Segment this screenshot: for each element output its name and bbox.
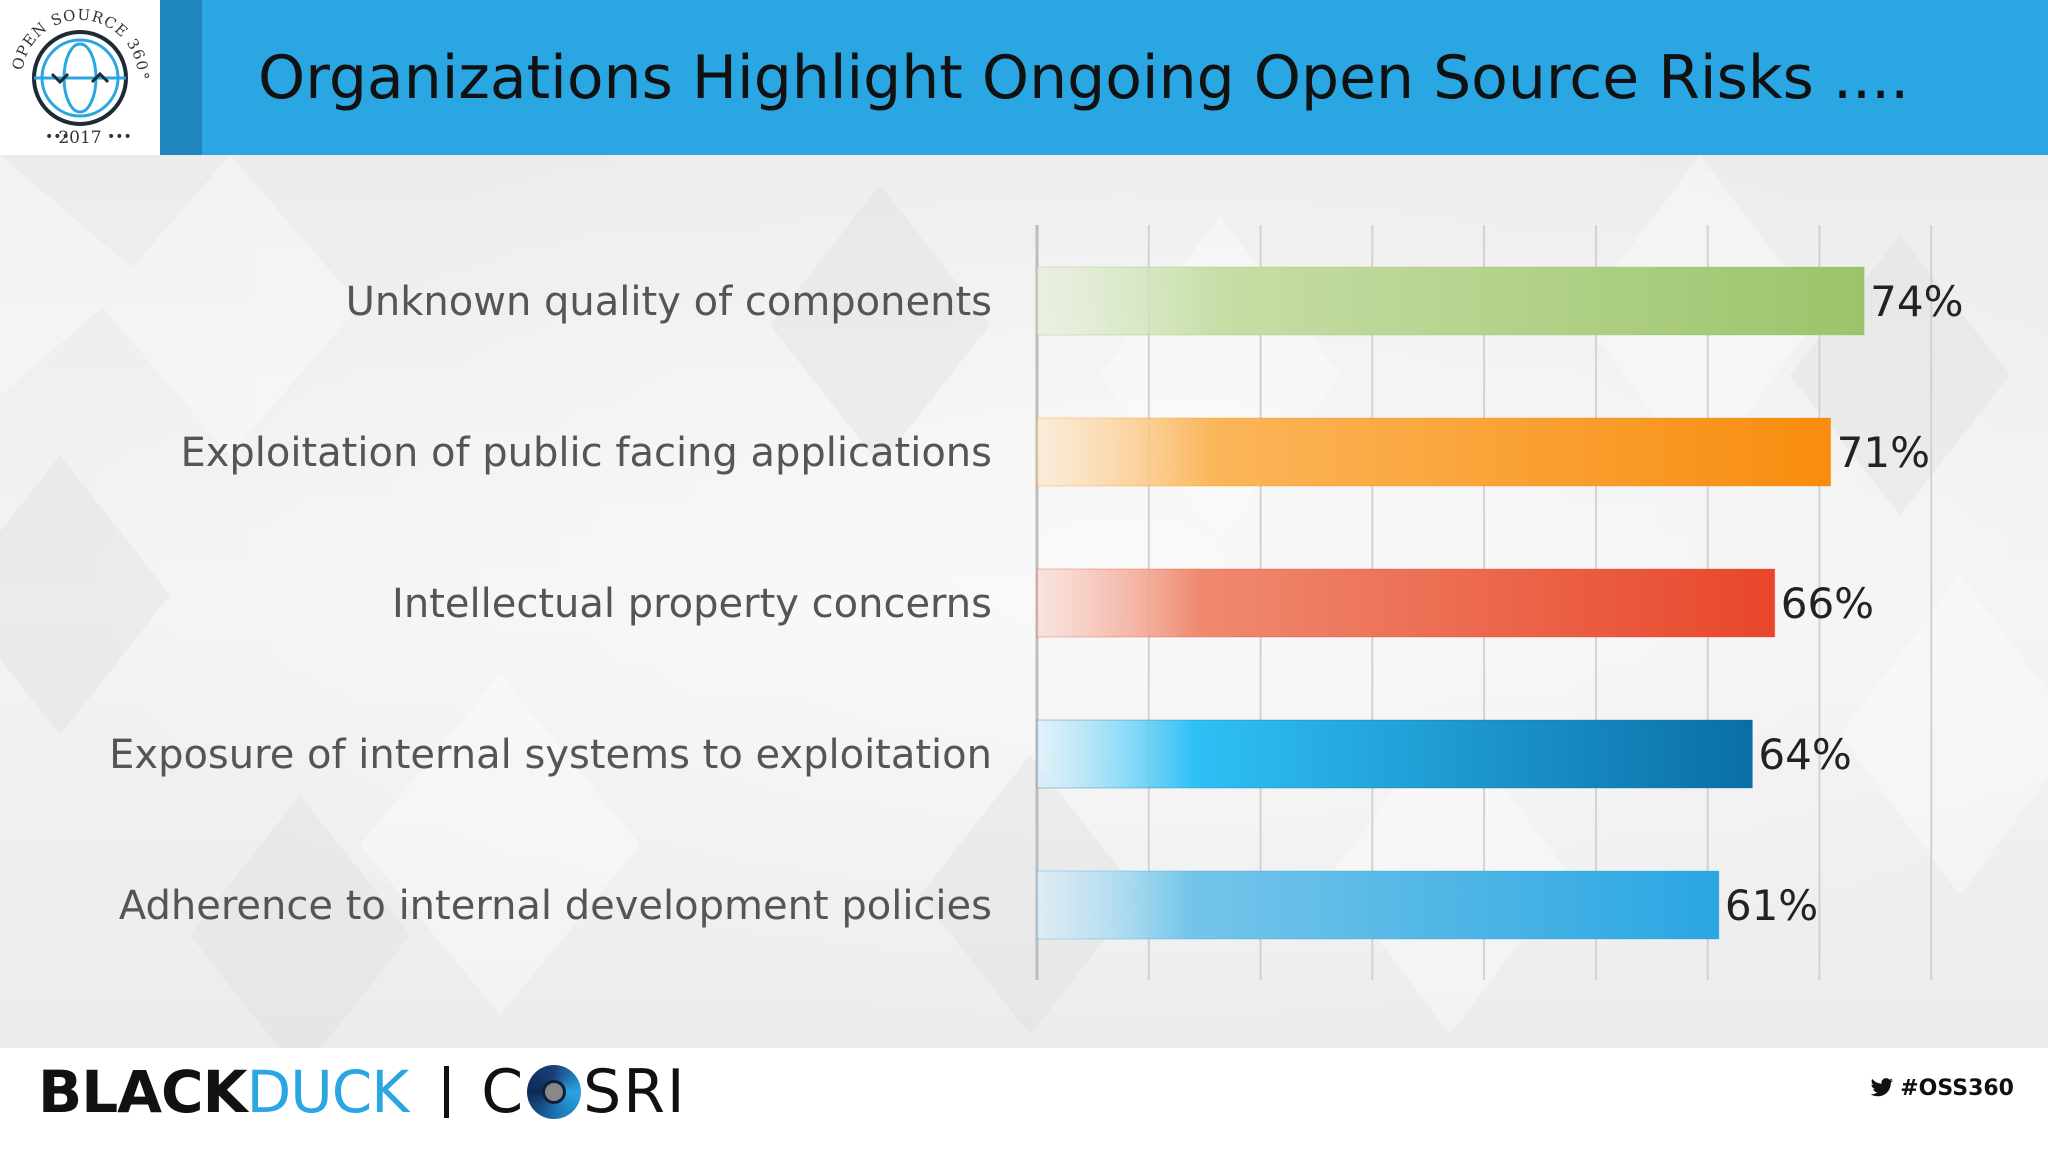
logo-divider	[444, 1066, 450, 1118]
svg-text:•••: •••	[107, 129, 132, 145]
chart-category-label: Exploitation of public facing applicatio…	[180, 430, 992, 476]
blackduck-logo-black: BLACK	[38, 1058, 248, 1126]
survey-logo: OPEN SOURCE 360° SURVEY 2017 ••• •••	[0, 0, 160, 155]
chart-category-label: Exposure of internal systems to exploita…	[109, 732, 992, 778]
chart-category-label: Unknown quality of components	[346, 279, 992, 325]
svg-text:•••: •••	[45, 129, 70, 145]
chart-value-label: 66%	[1781, 579, 1874, 628]
chart-value-label: 71%	[1837, 428, 1930, 477]
chart-category-label: Adherence to internal development polici…	[119, 883, 992, 929]
chart-bars	[1036, 266, 1865, 940]
blackduck-logo-duck: DUCK	[246, 1058, 410, 1126]
survey-logo-icon: OPEN SOURCE 360° SURVEY 2017 ••• •••	[0, 0, 151, 148]
chart-bar	[1036, 417, 1832, 487]
chart-value-label: 64%	[1758, 730, 1851, 779]
chart-bar	[1036, 266, 1865, 336]
brand-logos: BLACK DUCK C SRI	[38, 1052, 687, 1132]
background-pattern	[0, 155, 2048, 1048]
header-bar	[0, 0, 2048, 155]
cosri-logo-rest: SRI	[583, 1057, 687, 1127]
chart-category-label: Intellectual property concerns	[392, 581, 992, 627]
hashtag-text: #OSS360	[1900, 1075, 2014, 1101]
chart-value-label: 61%	[1725, 881, 1818, 930]
header-accent-stripe	[160, 0, 202, 155]
chart-labels: Unknown quality of components 74% Exploita…	[109, 277, 1963, 930]
chart-bar	[1036, 568, 1776, 638]
chart-bar	[1036, 719, 1753, 789]
cosri-eye-icon	[527, 1065, 582, 1119]
twitter-hashtag: #OSS360	[1870, 1070, 2014, 1106]
logo-year: 2017	[58, 128, 101, 148]
twitter-bird-icon	[1870, 1078, 1894, 1097]
chart-value-label: 74%	[1870, 277, 1963, 326]
bar-chart: Unknown quality of components 74% Exploita…	[109, 225, 1964, 980]
cosri-logo-c: C	[481, 1057, 526, 1127]
page-title: Organizations Highlight Ongoing Open Sou…	[258, 43, 1910, 113]
footer-bar	[0, 1048, 2048, 1152]
chart-bar	[1036, 870, 1720, 940]
chart-area: Unknown quality of components 74% Exploita…	[0, 155, 2048, 1048]
